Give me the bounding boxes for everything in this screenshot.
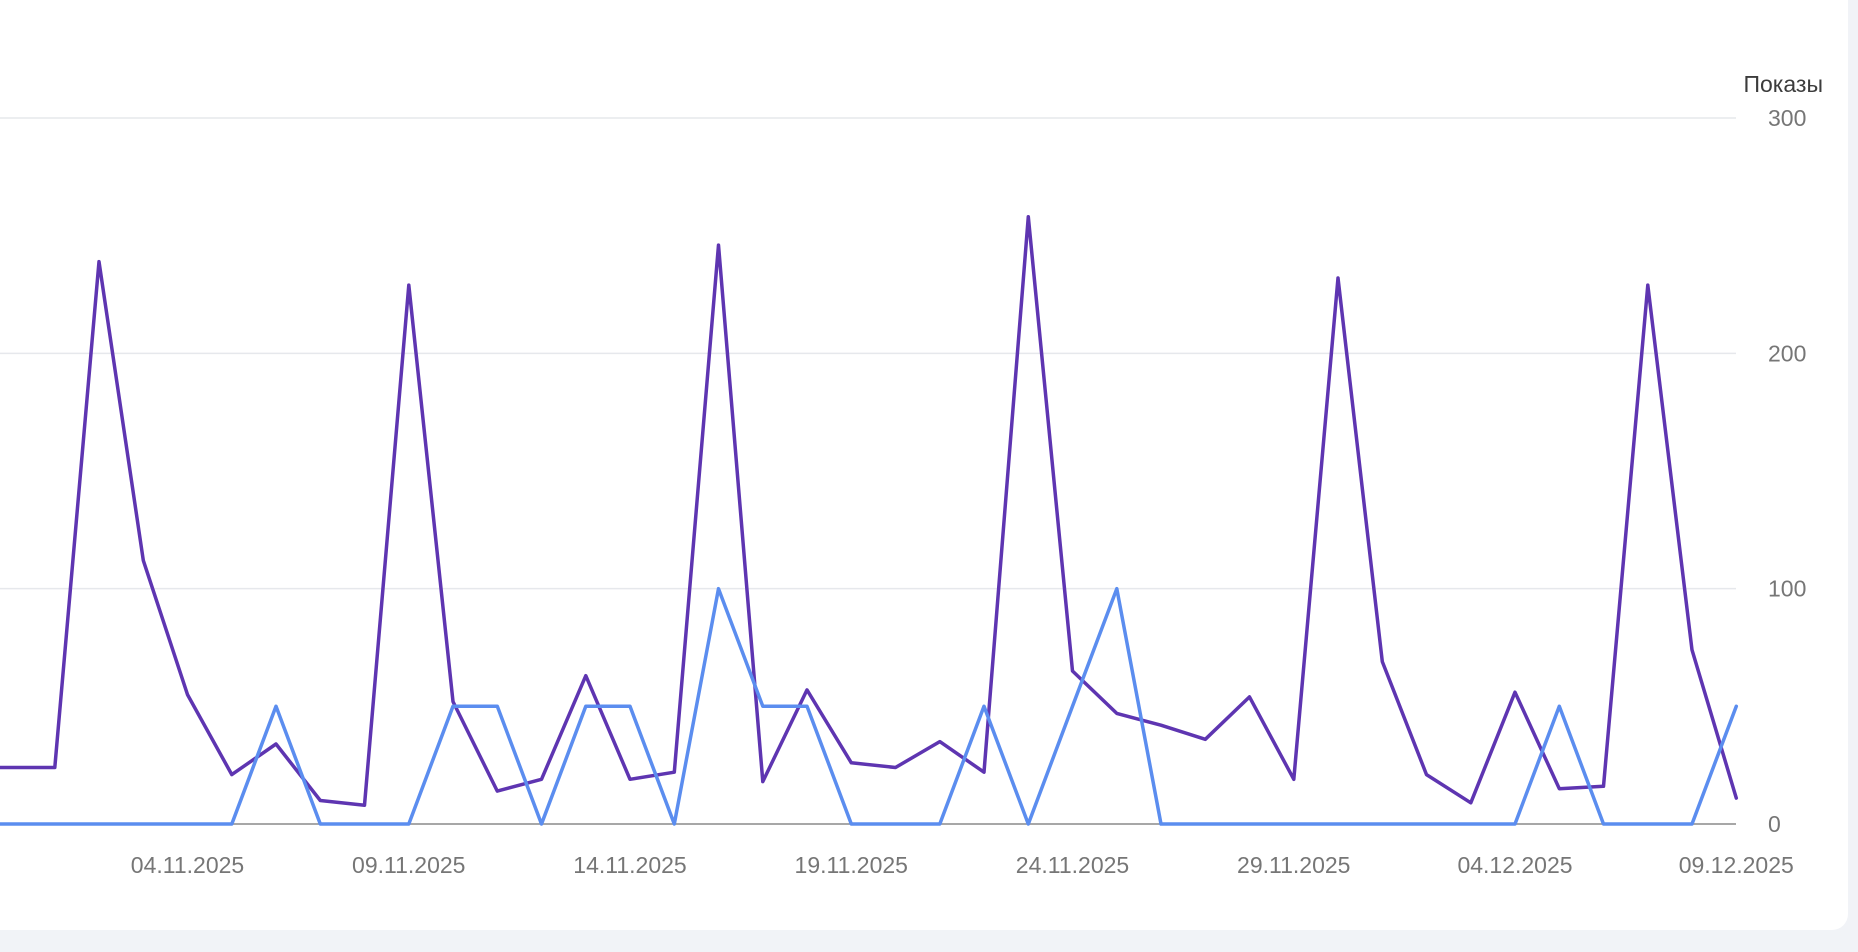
x-tick-label: 09.11.2025 [352, 852, 465, 878]
series-line-1 [0, 215, 1739, 807]
y-tick-label: 300 [1768, 105, 1806, 131]
x-tick-label: 24.11.2025 [1016, 852, 1129, 878]
y-tick-label: 100 [1768, 576, 1806, 602]
x-tick-label: 04.12.2025 [1457, 852, 1572, 878]
x-tick-label: 14.11.2025 [573, 852, 686, 878]
series-layer [0, 215, 1739, 826]
x-tick-label: 04.11.2025 [131, 852, 244, 878]
series-line-2 [0, 586, 1739, 826]
y-tick-label: 0 [1768, 811, 1781, 837]
x-tick-label: 09.12.2025 [1679, 852, 1794, 878]
x-tick-label: 29.11.2025 [1237, 852, 1350, 878]
y-axis-title: Показы [1743, 71, 1823, 97]
x-tick-label: 19.11.2025 [795, 852, 908, 878]
grid-lines [0, 117, 1736, 590]
x-axis-ticks: 2504.11.202509.11.202514.11.202519.11.20… [131, 852, 1794, 878]
chart-card [0, 0, 1848, 930]
y-axis-ticks: 0 100 200 300 [1768, 105, 1806, 837]
y-tick-label: 200 [1768, 340, 1806, 366]
